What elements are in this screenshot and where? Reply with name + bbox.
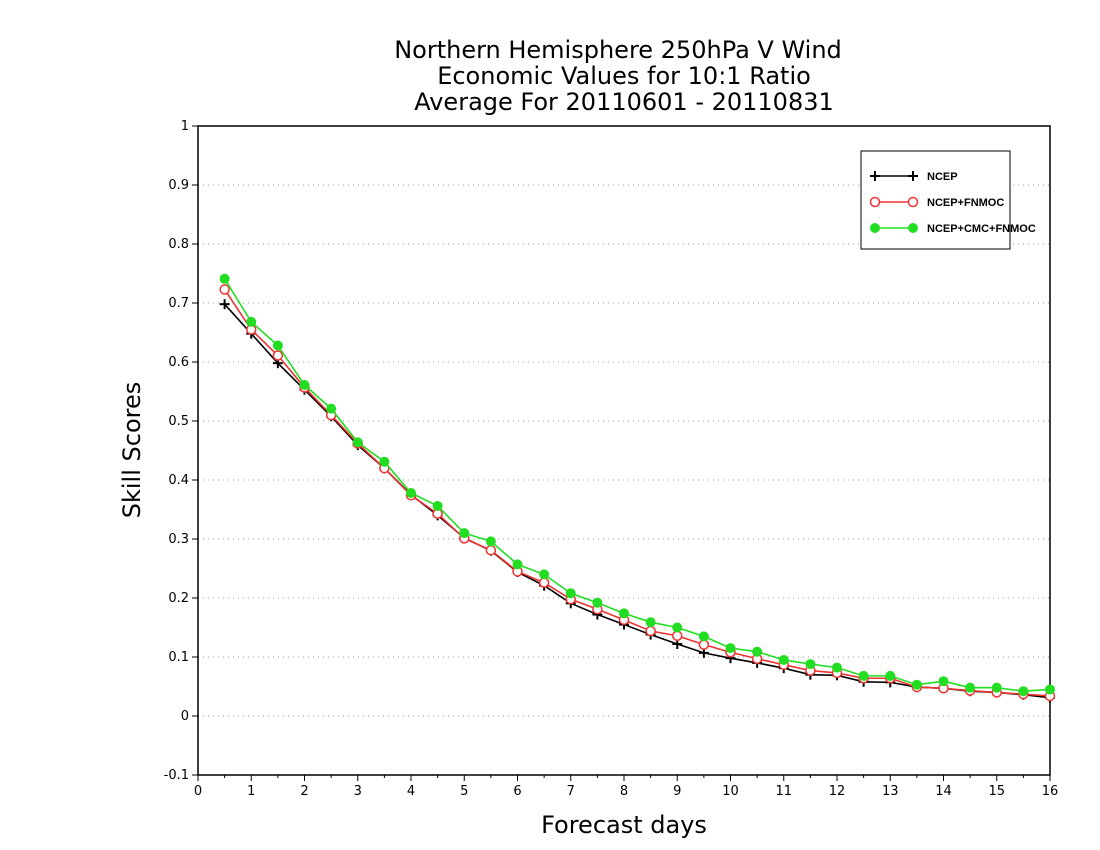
data-point — [778, 654, 789, 665]
y-tick-label: 0.9 — [168, 178, 189, 193]
data-point — [672, 622, 683, 633]
data-point — [485, 544, 497, 556]
data-point — [965, 682, 976, 693]
y-tick-label: 0.2 — [168, 591, 189, 606]
x-tick-label: 7 — [567, 784, 575, 799]
x-tick-label: 4 — [407, 784, 415, 799]
series-line — [224, 303, 1051, 699]
legend-label: NCEP+FNMOC — [927, 197, 1004, 209]
series-ncep — [219, 299, 1055, 703]
x-tick-label: 10 — [722, 784, 739, 799]
legend-entry: NCEP+FNMOC — [869, 196, 1004, 209]
data-point — [592, 597, 603, 608]
y-tick-label: 0.8 — [168, 237, 189, 252]
data-point — [565, 588, 576, 599]
data-point — [539, 569, 550, 580]
data-point — [485, 536, 496, 547]
y-tick-label: 0.4 — [168, 473, 189, 488]
y-tick-label: 0.5 — [168, 414, 189, 429]
x-tick-label: 8 — [620, 784, 628, 799]
x-tick-label: 1 — [247, 784, 255, 799]
x-tick-label: 5 — [460, 784, 468, 799]
data-point — [432, 500, 443, 511]
chart-title-line-3: Average For 20110601 - 20110831 — [414, 88, 834, 116]
series-ncep-fnmoc — [219, 284, 1056, 702]
series-line — [223, 288, 1051, 697]
data-point — [352, 437, 363, 448]
data-point — [805, 659, 816, 670]
series — [219, 273, 1056, 703]
legend: NCEP NCEP+FNMOC NCEP+CMC+FNMOC — [860, 150, 1036, 250]
data-point — [326, 403, 337, 414]
y-tick-label: 0.7 — [168, 296, 189, 311]
legend-label: NCEP+CMC+FNMOC — [927, 223, 1036, 235]
data-point — [885, 670, 896, 681]
legend-marker-start — [870, 171, 880, 181]
data-point — [672, 630, 683, 642]
gridlines — [198, 184, 1050, 717]
data-point — [991, 682, 1002, 693]
data-point — [858, 670, 869, 681]
x-tick-label: 12 — [829, 784, 846, 799]
data-point — [272, 350, 284, 361]
data-point — [219, 299, 230, 310]
x-tick-label: 11 — [775, 784, 792, 799]
y-tick-label: -0.1 — [164, 768, 189, 783]
data-point — [459, 528, 470, 539]
chart-title-line-1: Northern Hemisphere 250hPa V Wind — [394, 36, 842, 64]
data-point — [512, 559, 523, 570]
y-tick-label: 0.3 — [168, 532, 189, 547]
legend-entry: NCEP+CMC+FNMOC — [870, 223, 1036, 235]
x-tick-label: 14 — [935, 784, 952, 799]
data-point — [1045, 684, 1055, 695]
data-point — [832, 662, 842, 673]
data-point — [219, 273, 230, 284]
x-tick-label: 16 — [1042, 784, 1059, 799]
data-point — [752, 646, 763, 657]
x-axis-label: Forecast days — [541, 811, 707, 839]
data-point — [1018, 686, 1029, 697]
data-point — [406, 487, 416, 498]
x-tick-label: 0 — [194, 784, 202, 799]
data-point — [938, 676, 949, 687]
data-point — [619, 608, 629, 619]
legend-marker-start — [870, 223, 880, 233]
legend-box — [860, 150, 1011, 250]
legend-label: NCEP — [927, 171, 958, 183]
y-tick-label: 1 — [181, 119, 189, 134]
x-tick-label: 9 — [673, 784, 681, 799]
data-point — [725, 643, 736, 654]
data-point — [698, 631, 709, 642]
y-tick-label: 0.1 — [168, 650, 189, 665]
legend-marker-end — [907, 196, 919, 208]
data-point — [272, 340, 283, 351]
data-point — [698, 639, 710, 650]
legend-entry: NCEP — [870, 171, 958, 183]
data-point — [299, 380, 310, 391]
data-point — [645, 625, 656, 637]
data-point — [379, 456, 390, 467]
data-point — [911, 679, 922, 690]
x-tick-label: 6 — [513, 784, 521, 799]
y-tick-label: 0 — [181, 709, 189, 724]
chart-title-line-2: Economic Values for 10:1 Ratio — [437, 62, 811, 90]
y-axis-label: Skill Scores — [118, 382, 146, 519]
x-tick-label: 13 — [882, 784, 899, 799]
x-tick-label: 3 — [354, 784, 362, 799]
data-point — [645, 617, 656, 628]
legend-marker-end — [908, 171, 918, 181]
legend-marker-start — [869, 196, 881, 208]
axes: -0.100.10.20.30.40.50.60.70.80.910 1 2 3 4 5 6… — [164, 119, 1059, 799]
data-point — [538, 577, 550, 588]
legend-marker-end — [908, 223, 918, 233]
chart-title: Northern Hemisphere 250hPa V Wind Econom… — [394, 36, 842, 116]
data-point — [246, 316, 257, 327]
x-tick-label: 15 — [988, 784, 1005, 799]
series-ncep-cmc-fnmoc — [219, 273, 1055, 697]
x-tick-label: 2 — [300, 784, 308, 799]
data-point — [219, 284, 230, 295]
y-tick-label: 0.6 — [168, 355, 189, 370]
